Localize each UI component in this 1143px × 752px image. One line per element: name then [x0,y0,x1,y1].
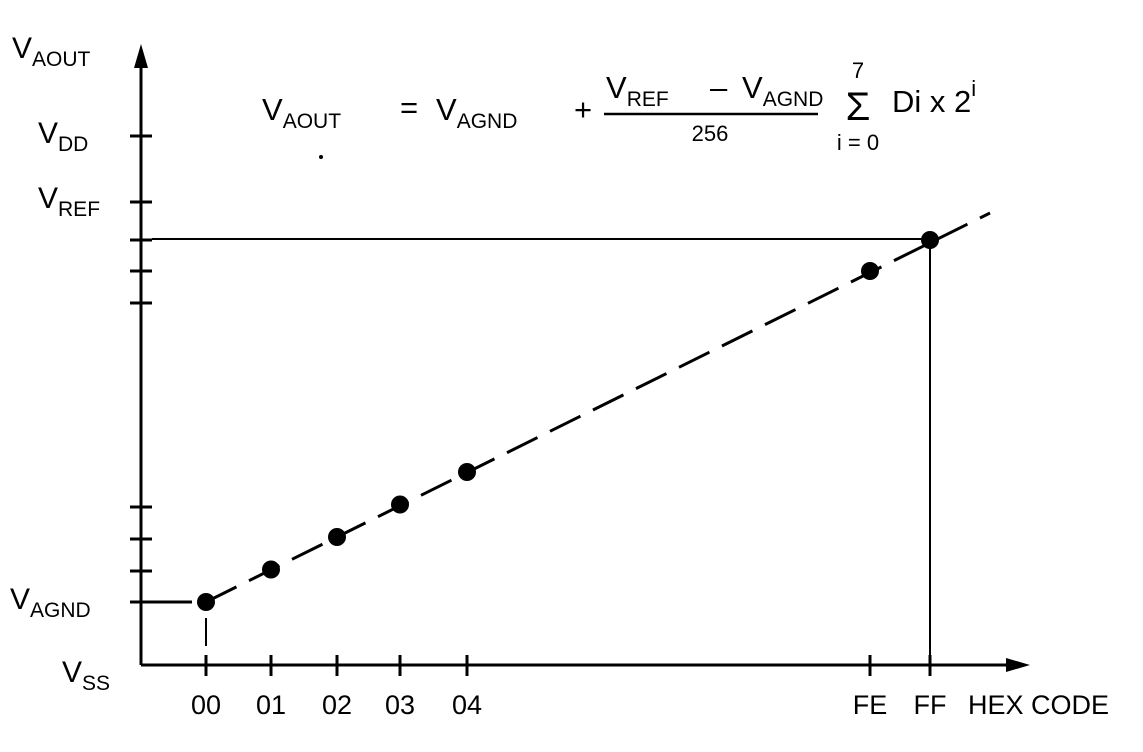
formula-numerator-vref: VREF [606,70,669,111]
x-label-04: 04 [452,690,482,720]
data-point-02 [328,528,346,546]
x-axis-title: HEX CODE [968,690,1109,720]
formula-lhs: VAOUT [262,92,341,133]
formula-sum-upper: 7 [852,58,864,83]
formula-numerator-vagnd: VAGND [742,70,823,111]
data-point-04 [458,463,476,481]
data-point-03 [391,495,409,514]
formula-minus: – [710,70,728,105]
x-label-01: 01 [256,690,286,720]
data-point-ff [921,231,939,249]
formula-summand: Di x 2i [892,76,976,119]
x-label-fe: FE [853,690,888,720]
formula-plus: + [574,92,592,127]
transfer-formula: VAOUT = VAGND + VREF – VAGND 256 7 Σ i =… [262,58,976,155]
formula-sum-lower: i = 0 [837,130,879,155]
formula-vagnd-term: VAGND [436,92,517,133]
formula-sum-symbol: Σ [846,85,871,129]
y-label-vss: VSS [62,656,110,695]
formula-equals: = [400,90,418,125]
data-point-01 [262,560,280,579]
y-label-vdd: VDD [38,117,88,156]
data-points [197,231,939,611]
x-label-02: 02 [322,690,352,720]
y-label-vref: VREF [38,182,100,221]
x-label-03: 03 [385,690,415,720]
x-axis-arrowhead [1006,658,1030,672]
y-label-vagnd: VAGND [10,583,91,622]
y-axis-title: VAOUT [12,32,91,71]
y-axis-arrowhead [134,44,148,68]
data-point-fe [861,262,879,280]
data-point-00 [197,593,215,611]
stray-dot [319,155,323,159]
x-label-ff: FF [914,690,947,720]
x-label-00: 00 [191,690,221,720]
formula-denominator: 256 [692,121,729,146]
